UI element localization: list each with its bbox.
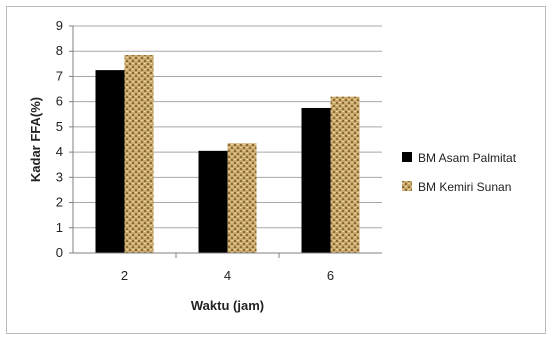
legend-label: BM Kemiri Sunan [418, 180, 511, 194]
x-tick-label: 6 [327, 268, 334, 283]
bar-bm-kemiri-sunan-6 [330, 96, 360, 253]
bar-bm-kemiri-sunan-4 [227, 143, 257, 253]
y-axis-title: Kadar FFA(%) [28, 97, 43, 182]
legend-item: BM Kemiri Sunan [402, 180, 511, 194]
bar-bm-asam-palmitat-6 [301, 107, 331, 253]
y-tick-label: 5 [56, 119, 63, 134]
y-tick-label: 7 [56, 68, 63, 83]
y-tick-label: 8 [56, 43, 63, 58]
y-tick-label: 1 [56, 220, 63, 235]
bar-bm-asam-palmitat-4 [198, 150, 228, 253]
legend-label: BM Asam Palmitat [418, 151, 517, 165]
x-tick-labels: 2 4 6 [121, 268, 334, 283]
y-tick-label: 3 [56, 169, 63, 184]
y-tick-label: 2 [56, 195, 63, 210]
y-tick-labels: 0 1 2 3 4 5 6 7 8 9 [56, 18, 63, 260]
bars [95, 55, 360, 253]
y-tick-label: 9 [56, 18, 63, 33]
bar-bm-asam-palmitat-2 [95, 70, 125, 253]
x-tick-label: 4 [224, 268, 231, 283]
legend-swatch [402, 152, 412, 162]
x-tick-label: 2 [121, 268, 128, 283]
y-tick-label: 4 [56, 144, 63, 159]
legend: BM Asam Palmitat BM Kemiri Sunan [402, 151, 517, 194]
bar-bm-kemiri-sunan-2 [124, 55, 154, 253]
x-axis-title: Waktu (jam) [191, 298, 264, 313]
axes [69, 25, 382, 258]
legend-item: BM Asam Palmitat [402, 151, 517, 165]
legend-swatch [402, 181, 412, 191]
y-tick-label: 6 [56, 94, 63, 109]
y-tick-label: 0 [56, 245, 63, 260]
